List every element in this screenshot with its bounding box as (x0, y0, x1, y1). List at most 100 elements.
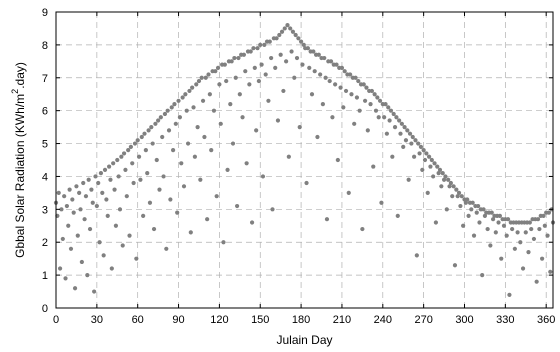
data-point (222, 62, 227, 67)
data-point (256, 78, 261, 84)
data-point (166, 128, 172, 133)
data-point (119, 154, 124, 159)
data-point (466, 213, 471, 219)
data-point (328, 59, 334, 64)
data-point (537, 226, 542, 232)
data-point (94, 203, 99, 209)
data-point (309, 92, 315, 97)
data-point (529, 226, 534, 232)
data-point (488, 243, 493, 248)
data-point (109, 266, 114, 271)
data-point (145, 171, 150, 176)
data-point (279, 29, 285, 34)
data-point (428, 164, 433, 169)
data-point (85, 273, 90, 278)
data-point (348, 72, 353, 77)
data-point (424, 151, 429, 156)
data-point (447, 184, 452, 189)
data-point (497, 213, 502, 219)
data-point (79, 259, 84, 265)
x-tick-label: 210 (333, 314, 351, 326)
data-point (188, 230, 193, 235)
data-point (236, 55, 241, 61)
data-point (334, 62, 339, 67)
data-point (375, 95, 380, 100)
data-point (277, 32, 282, 38)
data-point (379, 200, 384, 205)
data-point (354, 95, 360, 100)
data-point (147, 200, 153, 205)
y-tick-label: 3 (42, 204, 48, 216)
data-point (203, 75, 208, 80)
data-point (297, 125, 302, 130)
data-point (546, 210, 552, 215)
data-point (64, 203, 69, 209)
data-point (124, 194, 129, 199)
data-point (368, 101, 373, 107)
data-point (318, 72, 323, 77)
data-point (330, 115, 335, 120)
data-point (89, 187, 94, 192)
data-point (392, 125, 398, 130)
data-point (362, 98, 368, 103)
data-point (237, 92, 242, 97)
data-point (289, 49, 294, 54)
data-point (146, 128, 151, 133)
data-point (523, 230, 528, 235)
data-point (183, 92, 188, 97)
data-point (60, 236, 65, 242)
data-point (92, 289, 97, 294)
x-tick-label: 360 (537, 314, 555, 326)
data-point (228, 101, 233, 107)
data-point (135, 138, 140, 143)
data-point (105, 213, 110, 219)
x-tick-label: 300 (455, 314, 473, 326)
data-point (72, 286, 78, 291)
data-point (356, 78, 361, 84)
y-tick-label: 5 (42, 139, 48, 151)
data-point (298, 39, 304, 44)
data-point (373, 108, 379, 113)
data-point (429, 157, 434, 163)
data-point (504, 233, 509, 238)
x-axis-title: Julain Day (276, 333, 332, 347)
y-tick-label: 0 (42, 303, 48, 315)
data-point (100, 190, 105, 195)
data-point (293, 32, 298, 38)
data-point (102, 167, 108, 172)
data-point (248, 49, 253, 54)
data-point (191, 105, 196, 110)
data-point (311, 49, 316, 54)
data-point (409, 141, 414, 146)
data-point (78, 207, 83, 212)
data-point (471, 233, 477, 238)
data-point (136, 154, 142, 159)
data-point (386, 105, 391, 110)
data-point (391, 111, 396, 117)
data-point (505, 217, 511, 222)
data-point (518, 240, 523, 245)
data-point (432, 161, 437, 166)
data-point (281, 88, 286, 94)
gridlines (55, 11, 553, 309)
data-point (548, 269, 553, 274)
data-point (493, 230, 498, 235)
data-point (233, 75, 238, 80)
data-point (444, 207, 449, 212)
data-point (455, 194, 460, 199)
data-point (214, 194, 219, 199)
data-point (382, 115, 387, 120)
data-point (169, 105, 174, 110)
data-point (413, 138, 418, 143)
data-point (540, 256, 545, 261)
data-point (131, 180, 136, 186)
data-point (200, 98, 206, 103)
data-point (384, 131, 389, 136)
data-point (412, 154, 417, 159)
data-point (274, 36, 279, 41)
data-point (244, 161, 249, 166)
data-point (335, 157, 340, 163)
data-point (68, 246, 74, 251)
data-point (241, 52, 247, 57)
data-point (301, 42, 306, 47)
